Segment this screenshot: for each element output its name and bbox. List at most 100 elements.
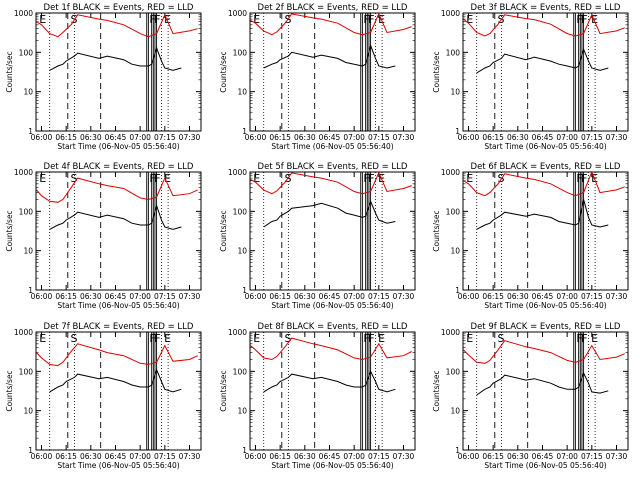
- event-marker-label: F: [368, 13, 374, 26]
- x-tick-label: 07:30: [393, 133, 415, 142]
- event-marker-label: F: [154, 172, 160, 185]
- event-marker-label: E: [253, 172, 260, 185]
- event-marker-label: E: [466, 13, 473, 26]
- event-marker-label: E: [253, 332, 260, 345]
- x-tick-label: 07:15: [368, 292, 390, 301]
- event-marker-label: F: [149, 172, 155, 185]
- x-tick-label: 07:30: [393, 292, 415, 301]
- events-series-line: [49, 368, 182, 393]
- x-tick-label: 06:15: [269, 292, 291, 301]
- x-tick-label: 06:30: [80, 133, 102, 142]
- y-tick-label: 1000: [14, 328, 33, 337]
- x-tick-label: 06:30: [507, 452, 529, 461]
- x-tick-label: 06:30: [294, 452, 316, 461]
- x-tick-label: 06:00: [458, 292, 480, 301]
- x-tick-label: 06:15: [55, 452, 77, 461]
- x-tick-label: 07:15: [154, 133, 176, 142]
- x-tick-label: 07:30: [179, 292, 201, 301]
- events-series-line: [263, 370, 396, 393]
- x-tick-label: 07:15: [581, 292, 603, 301]
- x-tick-label: 06:30: [80, 452, 102, 461]
- events-series-line: [263, 199, 396, 228]
- event-marker-label: F: [576, 13, 582, 26]
- x-axis-label: Start Time (06-Nov-05 05:56:40): [271, 461, 393, 470]
- chart-panel: Det 8f BLACK = Events, RED = LLD 1 10 100 10…: [219, 322, 416, 470]
- x-tick-label: 07:15: [154, 452, 176, 461]
- y-tick-label: 10: [237, 407, 247, 416]
- x-tick-label: 07:15: [368, 133, 390, 142]
- x-tick-label: 06:15: [55, 133, 77, 142]
- x-tick-label: 07:15: [581, 452, 603, 461]
- y-tick-label: 100: [19, 367, 34, 376]
- x-tick-label: 07:00: [343, 452, 365, 461]
- chart-title: Det 9f BLACK = Events, RED = LLD: [471, 322, 621, 332]
- plot-frame: [249, 171, 416, 291]
- y-tick-label: 1000: [228, 9, 247, 18]
- y-axis-label: Counts/sec: [5, 210, 14, 251]
- x-tick-label: 07:15: [154, 292, 176, 301]
- y-axis-label: Counts/sec: [432, 210, 441, 251]
- lld-series-line: [250, 171, 412, 195]
- x-tick-label: 06:00: [458, 133, 480, 142]
- y-tick-label: 1000: [441, 9, 460, 18]
- chart-title: Det 4f BLACK = Events, RED = LLD: [44, 162, 194, 172]
- x-tick-label: 07:00: [556, 292, 578, 301]
- x-tick-label: 06:30: [80, 292, 102, 301]
- event-marker-label: F: [149, 13, 155, 26]
- chart-title: Det 7f BLACK = Events, RED = LLD: [44, 322, 194, 332]
- x-tick-label: 06:45: [532, 452, 554, 461]
- event-marker-label: E: [39, 13, 46, 26]
- y-tick-label: 10: [237, 88, 247, 97]
- y-axis-label: Counts/sec: [219, 51, 228, 92]
- plot-frame: [462, 12, 629, 132]
- plot-frame: [462, 171, 629, 291]
- x-tick-label: 06:00: [245, 452, 267, 461]
- y-tick-label: 10: [450, 407, 460, 416]
- plot-frame: [249, 12, 416, 132]
- x-axis-label: Start Time (06-Nov-05 05:56:40): [57, 301, 179, 310]
- plot-frame: [35, 171, 202, 291]
- y-axis-label: Counts/sec: [432, 51, 441, 92]
- x-tick-label: 06:00: [31, 133, 53, 142]
- x-tick-label: 07:30: [179, 452, 201, 461]
- x-tick-label: 07:00: [343, 292, 365, 301]
- y-tick-label: 1000: [441, 328, 460, 337]
- x-tick-label: 06:15: [482, 292, 504, 301]
- y-axis-label: Counts/sec: [219, 370, 228, 411]
- x-tick-label: 06:15: [482, 133, 504, 142]
- x-tick-label: 06:45: [319, 292, 341, 301]
- event-marker-label: E: [466, 332, 473, 345]
- chart-title: Det 3f BLACK = Events, RED = LLD: [471, 3, 621, 13]
- event-marker-label: E: [378, 332, 385, 345]
- y-tick-label: 1: [242, 446, 247, 455]
- x-tick-label: 07:00: [129, 133, 151, 142]
- x-tick-label: 06:00: [245, 292, 267, 301]
- x-axis-label: Start Time (06-Nov-05 05:56:40): [484, 301, 606, 310]
- event-marker-label: F: [363, 13, 369, 26]
- x-tick-label: 06:45: [532, 292, 554, 301]
- y-tick-label: 1000: [228, 328, 247, 337]
- y-tick-label: 10: [450, 88, 460, 97]
- event-marker-label: F: [581, 13, 587, 26]
- chart-title: Det 8f BLACK = Events, RED = LLD: [258, 322, 408, 332]
- y-tick-label: 1: [455, 446, 460, 455]
- x-tick-label: 07:15: [581, 133, 603, 142]
- event-marker-label: S: [284, 332, 291, 345]
- y-axis-label: Counts/sec: [432, 370, 441, 411]
- events-series-line: [49, 46, 182, 71]
- y-tick-label: 1: [28, 127, 33, 136]
- events-series-line: [476, 199, 609, 230]
- event-marker-label: S: [70, 332, 77, 345]
- event-marker-label: F: [368, 332, 374, 345]
- x-tick-label: 07:30: [606, 133, 628, 142]
- event-marker-label: E: [164, 13, 171, 26]
- y-tick-label: 100: [446, 367, 461, 376]
- event-marker-label: F: [363, 332, 369, 345]
- plot-frame: [249, 331, 416, 451]
- y-tick-label: 1000: [14, 168, 33, 177]
- events-series-line: [263, 43, 396, 69]
- y-axis-label: Counts/sec: [5, 370, 14, 411]
- lld-series-line: [36, 343, 198, 367]
- y-tick-label: 1: [242, 286, 247, 295]
